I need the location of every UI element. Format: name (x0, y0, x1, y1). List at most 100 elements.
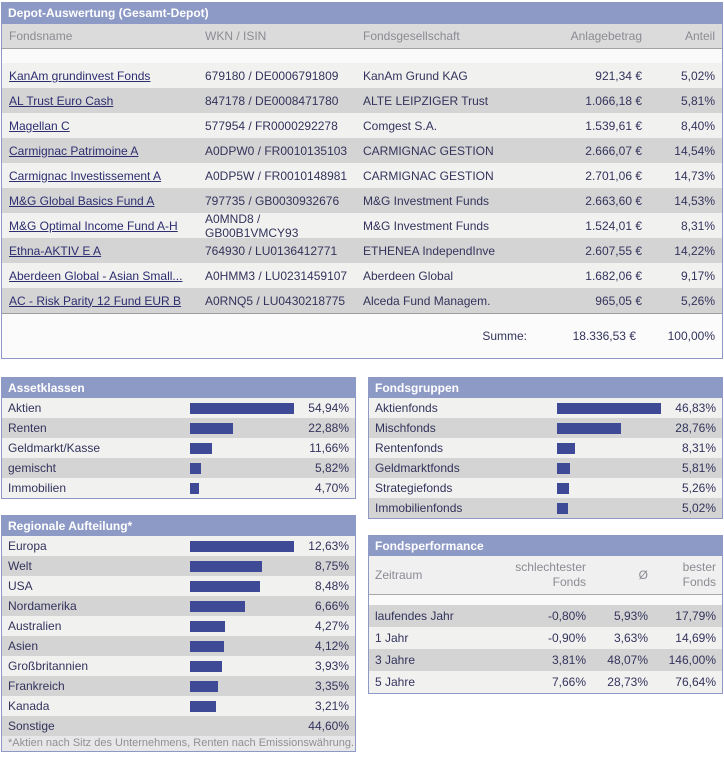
performance-worst: 7,66% (551, 675, 586, 689)
fund-name-link[interactable]: M&G Global Basics Fund A (9, 193, 155, 208)
column-header-schlechtester: schlechtester Fonds (515, 560, 586, 589)
value-bar (190, 540, 294, 552)
fund-name-link[interactable]: KanAm grundinvest Fonds (9, 68, 151, 83)
bar-row: Mischfonds 28,76% (369, 418, 722, 438)
bar-row-percent: 5,81% (681, 461, 716, 475)
performance-period: laufendes Jahr (375, 609, 454, 623)
fund-company: ALTE LEIPZIGER Trust (363, 93, 489, 108)
bar-row-label: Europa (8, 539, 47, 553)
bar-row-percent: 28,76% (675, 421, 716, 435)
bar-row-percent: 3,21% (314, 699, 349, 713)
bar-row-label: Kanada (8, 699, 50, 713)
fund-name-link[interactable]: Carmignac Investissement A (9, 168, 162, 183)
holdings-rows: KanAm grundinvest Fonds 679180 / DE00067… (2, 63, 722, 313)
fund-name-link[interactable]: AC - Risk Parity 12 Fund EUR B (9, 293, 182, 308)
bar-row: Aktienfonds 46,83% (369, 398, 722, 418)
holdings-table-row: KanAm grundinvest Fonds 679180 / DE00067… (2, 63, 722, 88)
fund-company: Aberdeen Global (363, 268, 454, 283)
value-bar (190, 660, 222, 672)
bar-row-percent: 4,12% (314, 639, 349, 653)
holdings-table-row: Aberdeen Global - Asian Small... A0HMM3 … (2, 263, 722, 288)
fund-company: KanAm Grund KAG (363, 68, 468, 83)
performance-rows: laufendes Jahr -0,80% 5,93% 17,79% 1 Jah… (369, 605, 722, 693)
holdings-table-row: AC - Risk Parity 12 Fund EUR B A0RNQ5 / … (2, 288, 722, 313)
left-panel-column: Assetklassen Aktien 54,94% Renten 2 (1, 377, 356, 768)
bar-row-label: Geldmarkt/Kasse (8, 441, 101, 455)
bar-row-percent: 8,75% (314, 559, 349, 573)
bar-row: Geldmarktfonds 5,81% (369, 458, 722, 478)
fund-amount: 2.666,07 € (585, 143, 642, 158)
assetklassen-rows: Aktien 54,94% Renten 22,88% Geldmarkt/Ka (2, 398, 355, 498)
fund-name-link[interactable]: Ethna-AKTIV E A (9, 243, 102, 258)
summary-share: 100,00% (667, 329, 715, 343)
bar-row-label: Asien (8, 639, 39, 653)
regionen-panel: Regionale Aufteilung* Europa 12,63% Welt (1, 515, 356, 752)
fund-company: CARMIGNAC GESTION (363, 143, 494, 158)
bar-row: Asien 4,12% (2, 636, 355, 656)
column-header-wkn-isin: WKN / ISIN (205, 29, 267, 43)
value-bar (190, 482, 199, 494)
bar-row: Großbritannien 3,93% (2, 656, 355, 676)
performance-period: 5 Jahre (375, 675, 416, 689)
fondsgruppen-title: Fondsgruppen (369, 378, 722, 398)
bar-row-percent: 3,93% (314, 659, 349, 673)
performance-row: 1 Jahr -0,90% 3,63% 14,69% (369, 627, 722, 649)
bar-row-label: Geldmarktfonds (375, 461, 460, 475)
bar-row-label: Immobilienfonds (375, 501, 463, 515)
bar-row-label: Strategiefonds (375, 481, 453, 495)
fund-wkn-isin: A0DP5W / FR0010148981 (205, 168, 348, 183)
fondsgruppen-rows: Aktienfonds 46,83% Mischfonds 28,76% Ren (369, 398, 722, 518)
bar-row-percent: 5,26% (681, 481, 716, 495)
fund-share: 5,81% (680, 93, 715, 108)
bar-row-percent: 3,35% (314, 679, 349, 693)
bar-row: Aktien 54,94% (2, 398, 355, 418)
holdings-column-header: Fondsname WKN / ISIN Fondsgesellschaft A… (2, 24, 722, 49)
holdings-table-row: Ethna-AKTIV E A 764930 / LU0136412771 ET… (2, 238, 722, 263)
bar-row: Frankreich 3,35% (2, 676, 355, 696)
bar-row: Geldmarkt/Kasse 11,66% (2, 438, 355, 458)
holdings-table-row: M&G Global Basics Fund A 797735 / GB0030… (2, 188, 722, 213)
fund-wkn-isin: 577954 / FR0000292278 (205, 118, 338, 133)
fund-name-link[interactable]: Carmignac Patrimoine A (9, 143, 139, 158)
fund-name-link[interactable]: Aberdeen Global - Asian Small... (9, 268, 183, 283)
fund-company: CARMIGNAC GESTION (363, 168, 494, 183)
value-bar (190, 422, 233, 434)
holdings-table-row: M&G Optimal Income Fund A-H A0MND8 / GB0… (2, 212, 722, 240)
bar-row-label: Frankreich (8, 679, 65, 693)
column-header-fondsname: Fondsname (9, 29, 73, 43)
value-bar (557, 442, 575, 454)
fund-amount: 2.701,06 € (585, 168, 642, 183)
value-bar (557, 422, 621, 434)
bar-row-label: USA (8, 579, 33, 593)
fund-name-link[interactable]: AL Trust Euro Cash (9, 93, 114, 108)
bar-row-percent: 54,94% (308, 401, 349, 415)
fondsperformance-panel: Fondsperformance Zeitraum schlechtester … (368, 535, 723, 694)
fund-amount: 965,05 € (595, 293, 642, 308)
value-bar (190, 580, 260, 592)
bar-row-label: Welt (8, 559, 32, 573)
performance-row: laufendes Jahr -0,80% 5,93% 17,79% (369, 605, 722, 627)
fund-share: 14,54% (674, 143, 715, 158)
fund-share: 8,31% (680, 218, 715, 233)
fund-name-link[interactable]: M&G Optimal Income Fund A-H (9, 218, 178, 233)
fund-wkn-isin: A0RNQ5 / LU0430218775 (205, 293, 346, 308)
bar-row-label: Rentenfonds (375, 441, 444, 455)
bar-row-label: Aktienfonds (375, 401, 438, 415)
bar-row: Europa 12,63% (2, 536, 355, 556)
fund-company: Alceda Fund Managem. (363, 293, 491, 308)
performance-avg: 28,73% (607, 675, 648, 689)
fund-name-link[interactable]: Magellan C (9, 118, 70, 133)
fund-wkn-isin: A0HMM3 / LU0231459107 (205, 268, 348, 283)
bar-row: Welt 8,75% (2, 556, 355, 576)
performance-avg: 3,63% (613, 631, 648, 645)
assetklassen-panel: Assetklassen Aktien 54,94% Renten 2 (1, 377, 356, 499)
value-bar (557, 482, 569, 494)
value-bar (557, 402, 661, 414)
value-bar (557, 462, 570, 474)
bar-row: Renten 22,88% (2, 418, 355, 438)
performance-row: 5 Jahre 7,66% 28,73% 76,64% (369, 671, 722, 693)
fund-share: 14,22% (674, 243, 715, 258)
value-bar (190, 680, 218, 692)
value-bar (190, 640, 224, 652)
